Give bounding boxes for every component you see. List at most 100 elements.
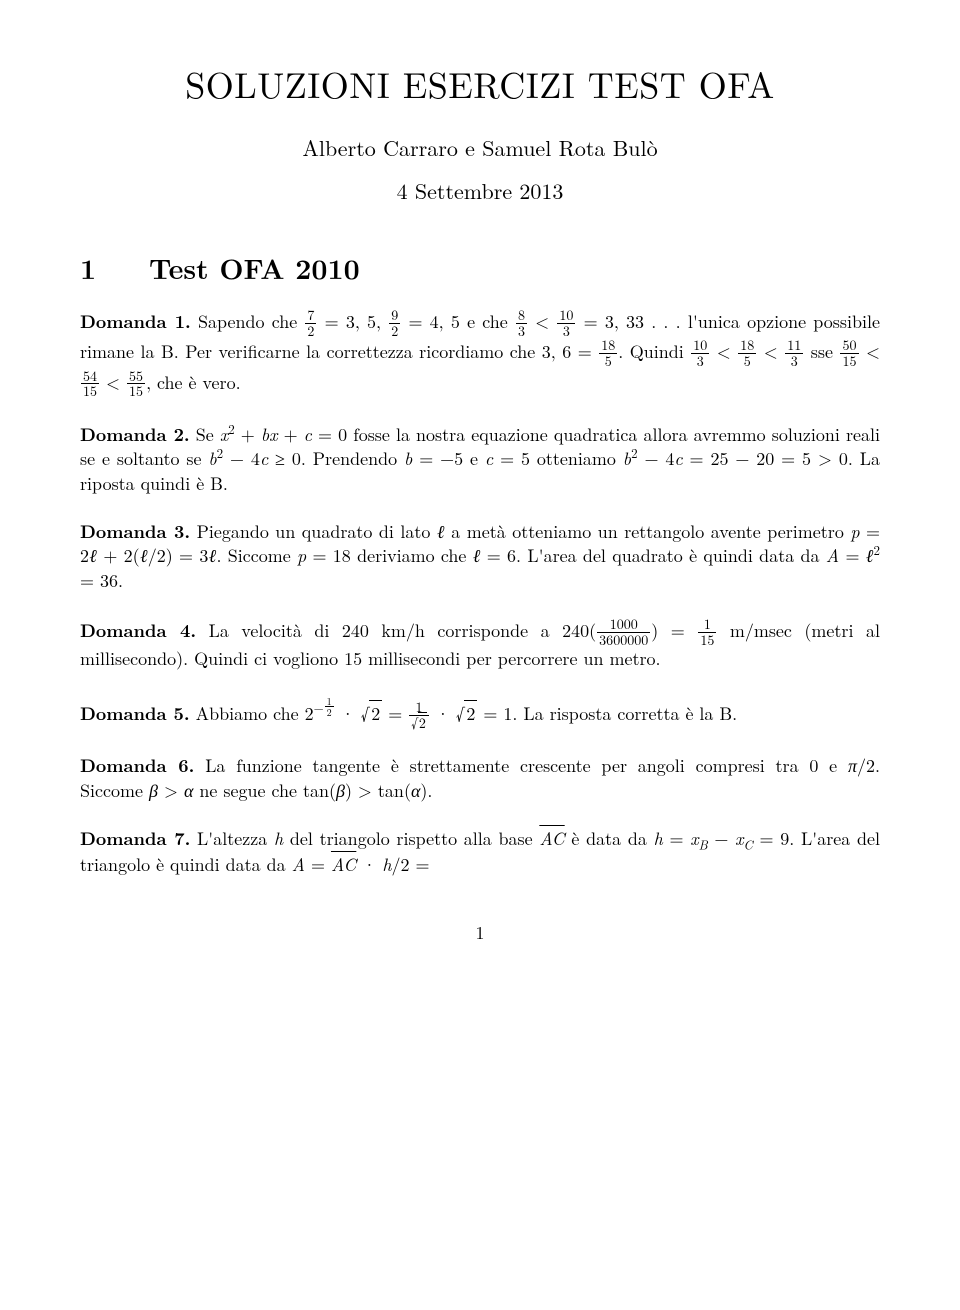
- denominator: √2: [409, 716, 429, 731]
- denominator: 3: [785, 354, 803, 369]
- denominator: 3600000: [597, 633, 650, 648]
- radicand: 2: [464, 700, 477, 726]
- var: A: [826, 543, 839, 568]
- var: h: [382, 852, 391, 877]
- fraction: 1√2: [409, 700, 429, 730]
- var: ℓ: [89, 543, 97, 568]
- question-3: Domanda 3. Piegando un quadrato di lato …: [80, 520, 880, 593]
- q7-label: Domanda 7.: [80, 826, 190, 851]
- var: x: [735, 826, 743, 851]
- q7-text: è data da: [565, 826, 654, 851]
- q2-text: = 5 otteniamo: [493, 446, 623, 471]
- q6-label: Domanda 6.: [80, 753, 194, 778]
- radicand: 2: [369, 700, 382, 726]
- var: ℓ: [437, 519, 445, 544]
- question-5: Domanda 5. Abbiamo che 2−12 · √2 = 1√2 ·…: [80, 696, 880, 731]
- overline-ac: AC: [539, 826, 564, 851]
- question-1: Domanda 1. Sapendo che 72 = 3, 5, 92 = 4…: [80, 308, 880, 399]
- var: c: [260, 446, 268, 471]
- q1-text: Sapendo che: [198, 309, 304, 334]
- sub-var: C: [744, 834, 753, 853]
- fraction: 5015: [840, 338, 858, 368]
- var: c: [485, 446, 493, 471]
- q6-text: ne segue che tan(: [193, 778, 336, 803]
- q5-text: = 1. La risposta corretta è la B.: [477, 701, 737, 726]
- q5-text: =: [382, 701, 408, 726]
- q1-text: <: [860, 339, 881, 364]
- q3-text: = 18 deriviamo che: [306, 543, 472, 568]
- q7-text: −: [708, 826, 735, 851]
- subscript: B: [699, 834, 708, 853]
- fraction: 103: [557, 308, 575, 338]
- var: ℓ: [866, 543, 874, 568]
- q4-label: Domanda 4.: [80, 618, 196, 643]
- denominator: 3: [557, 324, 575, 339]
- q2-text: = −5 e: [412, 446, 485, 471]
- fraction: 5515: [127, 369, 145, 399]
- fraction: 185: [599, 338, 617, 368]
- var: h: [274, 826, 283, 851]
- q2-text: − 4: [223, 446, 260, 471]
- exponent: 2: [874, 540, 880, 559]
- q2-text: +: [235, 422, 261, 447]
- fraction: 5415: [81, 369, 99, 399]
- sqrt: √2: [361, 702, 383, 726]
- question-2: Domanda 2. Se x2 + bx + c = 0 fosse la n…: [80, 423, 880, 496]
- var: ℓ: [140, 543, 148, 568]
- var: p: [850, 519, 859, 544]
- q5-text: ·: [335, 701, 361, 726]
- sub-var: B: [699, 834, 708, 853]
- overline-ac: AC: [331, 852, 356, 877]
- sqrt: √2: [456, 702, 478, 726]
- q7-text: ·: [356, 852, 382, 877]
- q3-text: Piegando un quadrato di lato: [197, 519, 437, 544]
- var: h: [654, 826, 663, 851]
- date: 4 Settembre 2013: [80, 176, 880, 206]
- denominator: 5: [599, 354, 617, 369]
- q1-text: . Quindi: [618, 339, 690, 364]
- var: π: [848, 753, 857, 778]
- denominator: 2: [389, 324, 400, 339]
- q1-text: <: [100, 370, 126, 395]
- q3-text: . Siccome: [216, 543, 297, 568]
- q6-text: ).: [420, 778, 432, 803]
- denominator: 5: [738, 354, 756, 369]
- var: β: [149, 778, 158, 803]
- subscript: C: [744, 834, 753, 853]
- var: b: [208, 446, 216, 471]
- q3-text: /2) = 3: [148, 543, 209, 568]
- q3-label: Domanda 3.: [80, 519, 190, 544]
- q3-text: = 36.: [80, 568, 123, 593]
- denominator: 15: [81, 384, 99, 399]
- question-6: Domanda 6. La funzione tangente è strett…: [80, 754, 880, 803]
- question-7: Domanda 7. L'altezza h del triangolo ris…: [80, 827, 880, 877]
- q6-text: >: [158, 778, 184, 803]
- q4-text: ) =: [651, 618, 697, 643]
- section-heading: 1 Test OFA 2010: [80, 250, 880, 288]
- fraction: 92: [389, 308, 400, 338]
- q4-text: La velocità di 240 km/h corrisponde a 24…: [209, 618, 597, 643]
- q5-text: Abbiamo che 2: [196, 701, 314, 726]
- q2-text: +: [278, 422, 304, 447]
- q3-text: a metà otteniamo un rettangolo avente pe…: [445, 519, 850, 544]
- q1-text: sse: [804, 339, 839, 364]
- q1-text: <: [757, 339, 784, 364]
- var: p: [297, 543, 306, 568]
- fraction: 72: [305, 308, 316, 338]
- page-title: SOLUZIONI ESERCIZI TEST OFA: [80, 60, 880, 109]
- fraction: 103: [691, 338, 709, 368]
- section-title: Test OFA 2010: [149, 248, 360, 288]
- q1-text: = 3, 5,: [317, 309, 388, 334]
- fraction: 185: [738, 338, 756, 368]
- q6-text: ) > tan(: [345, 778, 411, 803]
- var: c: [304, 422, 312, 447]
- denominator: 2: [305, 324, 316, 339]
- q2-text: − 4: [638, 446, 675, 471]
- var: A: [292, 852, 305, 877]
- fraction: 83: [516, 308, 527, 338]
- q1-label: Domanda 1.: [80, 309, 191, 334]
- q2-text: ≥ 0. Prendendo: [268, 446, 404, 471]
- q3-text: + 2(: [97, 543, 140, 568]
- var: bx: [261, 422, 278, 447]
- denominator: 15: [127, 384, 145, 399]
